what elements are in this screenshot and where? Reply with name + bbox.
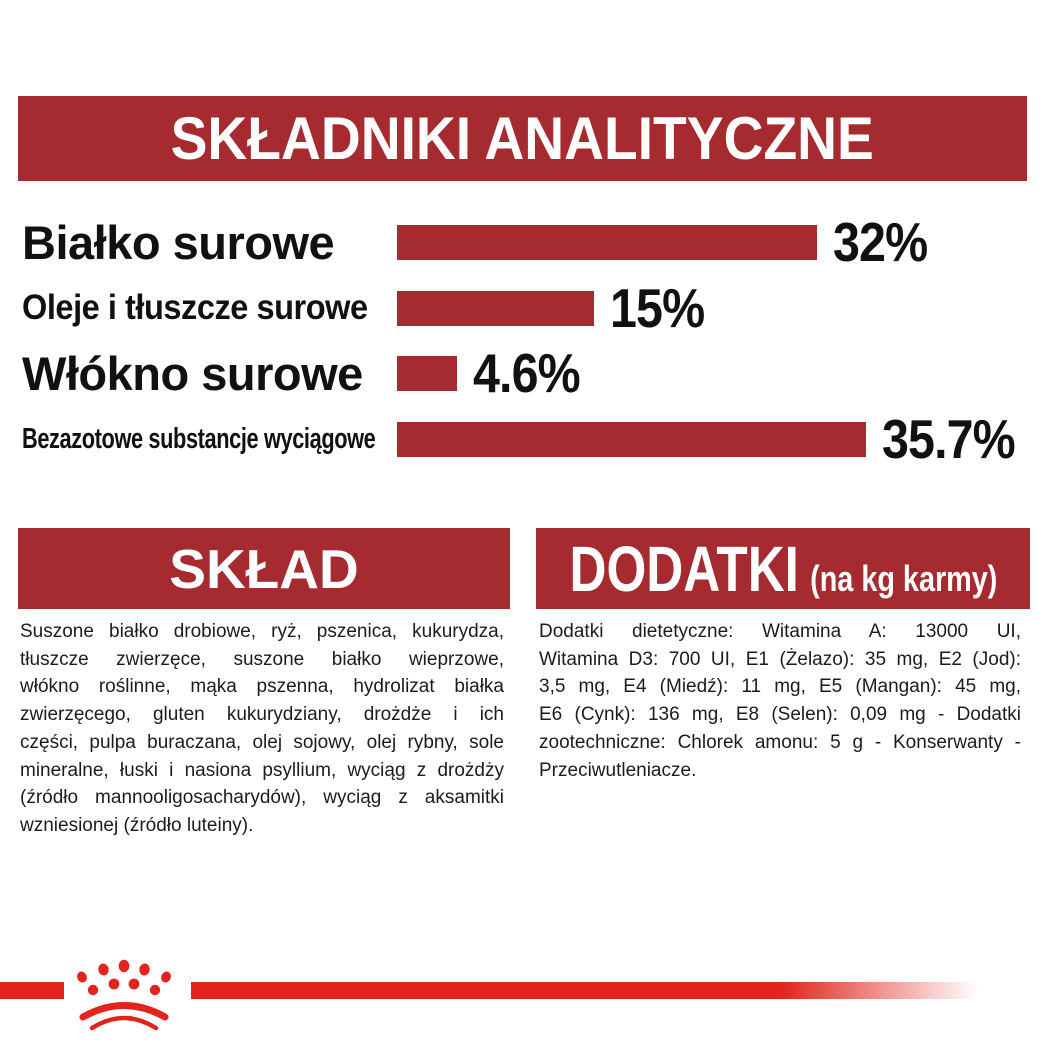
chart-row: Oleje i tłuszcze surowe 15% [0,277,1049,339]
text-line: Dodatki dietetyczne: Witamina A: 13000 U… [539,621,1021,642]
text-line: tłuszcze zwierzęce, suszone białko wiepr… [20,648,504,670]
chart-row-label: Włókno surowe [22,346,363,400]
chart-row-label-wrap: Oleje i tłuszcze surowe [0,288,397,328]
composition-text: Suszone białko drobiowe, ryż, pszenica, … [20,618,504,840]
text-line: (źródło mannooligosacharydów), wyciąg z … [20,787,504,809]
text-line: włókno roślinne, mąka pszenna, hydroliza… [20,676,504,698]
composition-header-bar: SKŁAD [18,528,510,609]
chart-bar [397,421,866,457]
chart-row: Bezazotowe substancje wyciągowe 35.7% [0,408,1049,470]
chart-row-label-wrap: Włókno surowe [0,346,397,401]
chart-row-label-wrap: Białko surowe [0,215,397,270]
text-line: Suszone białko drobiowe, ryż, pszenica, … [20,621,504,642]
additives-title-group: DODATKI (na kg karmy) [569,532,997,606]
composition-title: SKŁAD [169,537,359,600]
text-line: E6 (Cynk): 136 mg, E8 (Selen): 0,09 mg -… [539,704,1021,726]
chart-bar-value: 4.6% [473,342,581,404]
analytical-components-header-bar: SKŁADNIKI ANALITYCZNE [18,96,1027,181]
text-line: wzniesionej (źródło luteiny). [20,814,254,836]
text-line: 3,5 mg, E4 (Miedź): 11 mg, E5 (Mangan): … [539,676,1021,698]
text-line: części, pulpa buraczana, olej sojowy, ol… [20,731,504,753]
chart-bar-value: 32% [833,211,928,273]
chart-bar [397,355,457,391]
chart-bar-value: 15% [610,277,705,339]
text-line: Witamina D3: 700 UI, E1 (Żelazo): 35 mg,… [539,648,1021,670]
analytical-chart: Białko surowe 32% Oleje i tłuszcze surowe 1… [0,0,1049,520]
text-line: Przeciwutleniacze. [539,759,697,781]
text-line: zootechniczne: Chlorek amonu: 5 g - Kons… [539,731,1021,753]
royal-canin-crown-logo-icon [77,959,171,1031]
additives-title: DODATKI [569,532,799,605]
analytical-components-title: SKŁADNIKI ANALITYCZNE [170,105,875,172]
additives-header-bar: DODATKI (na kg karmy) [536,528,1030,609]
footer-stripe-left [0,982,64,999]
chart-row-label-wrap: Bezazotowe substancje wyciągowe [0,423,397,456]
footer-stripe-right [191,982,978,999]
chart-row: Włókno surowe 4.6% [0,342,1049,404]
text-line: mineralne, łuski i nasiona psyllium, wyc… [20,759,504,781]
text-line: zwierzęcego, gluten kukurydziany, drożdż… [20,704,504,726]
chart-bar [397,224,817,260]
chart-bar-value: 35.7% [882,408,1016,470]
additives-title-suffix: (na kg karmy) [809,557,997,599]
chart-bar [397,290,594,326]
chart-row-label: Białko surowe [22,215,335,269]
chart-row: Białko surowe 32% [0,211,1049,273]
chart-row-label: Bezazotowe substancje wyciągowe [22,422,376,455]
additives-text: Dodatki dietetyczne: Witamina A: 13000 U… [539,618,1021,784]
chart-row-label: Oleje i tłuszcze surowe [22,288,368,327]
